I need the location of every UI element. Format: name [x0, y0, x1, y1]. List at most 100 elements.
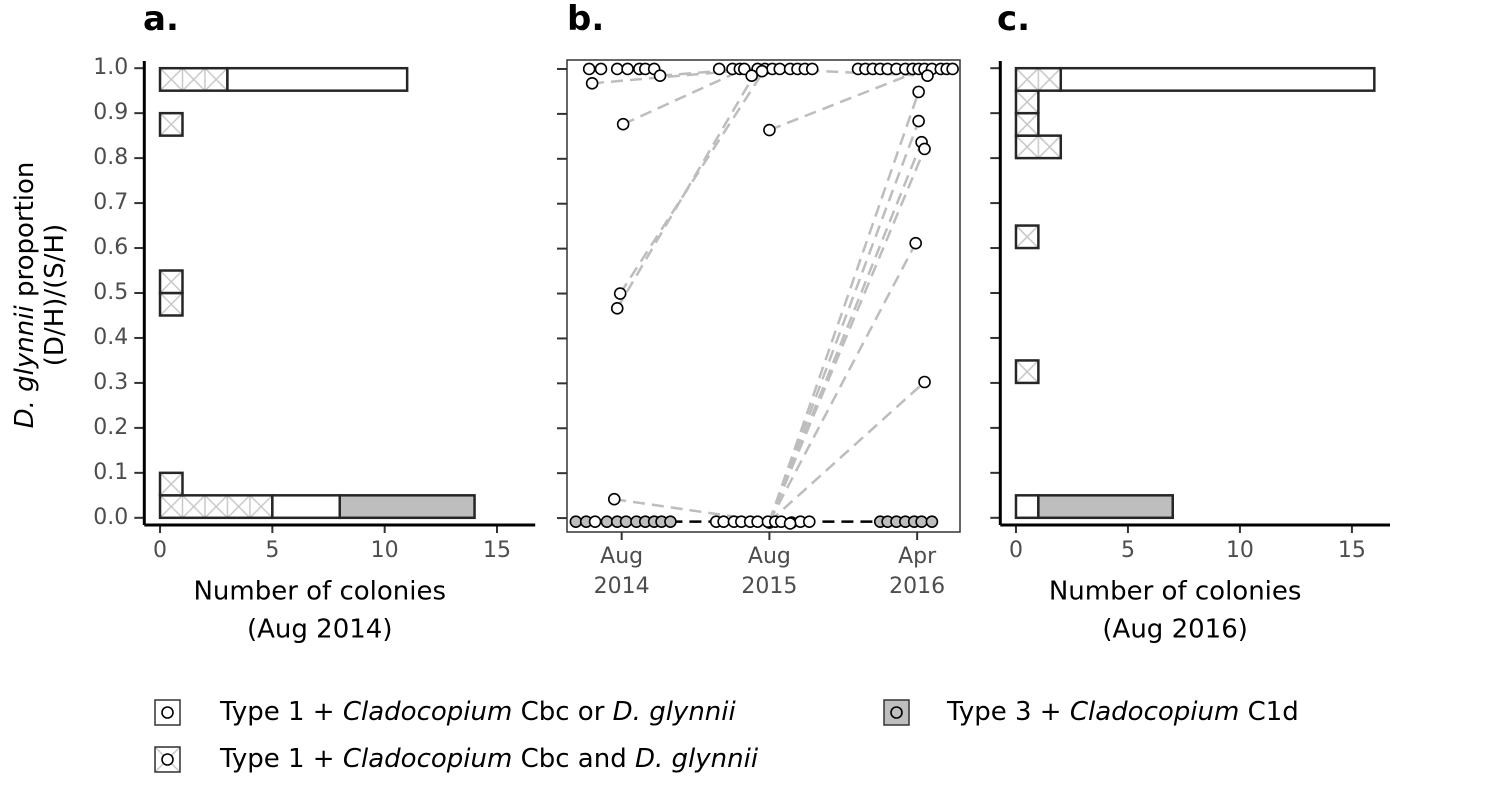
- text-run: D. glynnii: [613, 697, 737, 727]
- bar-segment: [1014, 134, 1063, 160]
- point: [621, 62, 634, 76]
- trajectory-line: [768, 381, 926, 523]
- text-run: D. glynnii: [10, 305, 40, 429]
- bar-segment: [1014, 111, 1040, 137]
- trajectory-line: [768, 242, 917, 523]
- trajectory-line: [768, 67, 925, 132]
- point: [755, 64, 769, 78]
- point: [585, 77, 599, 90]
- text-run: proportion: [10, 162, 40, 306]
- point: [712, 62, 726, 76]
- legend-marker: [161, 706, 174, 719]
- bar-segment: [158, 291, 184, 317]
- y-tick-label: 0.3: [93, 370, 128, 395]
- y-tick-label: 0.5: [93, 280, 128, 305]
- point: [664, 515, 677, 528]
- point: [921, 69, 934, 83]
- point: [745, 69, 758, 83]
- y-tick-label: 1.0: [93, 55, 128, 80]
- y-tick-label: 0.1: [93, 460, 128, 485]
- y-tick-label: 0.7: [93, 190, 128, 215]
- x-tick-label: 2014: [594, 574, 650, 599]
- point: [805, 62, 819, 76]
- bar-segment: [158, 66, 229, 92]
- point: [613, 287, 627, 300]
- text-run: Type 3 +: [946, 697, 1070, 727]
- panel: a. D. glynnii proportion (D/H)/(S/H) 0.0 0.1…: [10, 0, 536, 645]
- bar-segment: [1014, 66, 1063, 92]
- x-tick-label: 2015: [741, 574, 797, 599]
- bar-segment: [1014, 494, 1040, 520]
- text-run: Cladocopium: [343, 744, 512, 774]
- trajectory-line: [768, 148, 926, 523]
- text-run: C1d: [1239, 697, 1298, 727]
- legend-marker: [890, 706, 903, 719]
- y-tick-label: 0.9: [93, 100, 128, 125]
- bar-segment: [1014, 224, 1040, 250]
- text-run: Cladocopium: [1070, 697, 1239, 727]
- x-tick-label: 0: [153, 538, 167, 563]
- y-tick-label: 0.8: [93, 145, 128, 170]
- y-tick-label: 0.6: [93, 235, 128, 260]
- point: [912, 85, 925, 99]
- point: [616, 117, 630, 131]
- text-run: (D/H)/(S/H): [40, 224, 70, 366]
- bar-segment: [1037, 494, 1175, 520]
- point: [912, 114, 925, 128]
- legend-label: Type 3 + Cladocopium C1d: [946, 697, 1299, 727]
- point: [918, 142, 931, 156]
- y-axis-title: (D/H)/(S/H): [40, 224, 70, 366]
- point: [783, 517, 797, 530]
- panel-label: b.: [567, 0, 604, 39]
- trajectory-line: [614, 497, 770, 523]
- point: [915, 515, 928, 528]
- legend-marker: [161, 753, 174, 766]
- y-tick-label: 0.2: [93, 415, 128, 440]
- point: [594, 62, 608, 76]
- bar-segment: [158, 111, 184, 137]
- trajectory-line: [659, 67, 745, 77]
- point: [610, 302, 624, 315]
- x-tick-label: 2016: [889, 574, 945, 599]
- text-run: Type 1 +: [219, 744, 343, 774]
- trajectory-line: [768, 120, 920, 523]
- point: [588, 515, 602, 528]
- text-run: Cbc and: [512, 744, 635, 774]
- point: [569, 515, 583, 528]
- point: [763, 123, 776, 137]
- point: [925, 515, 939, 528]
- point: [610, 62, 624, 76]
- point: [582, 62, 596, 76]
- text-run: Cbc or: [512, 697, 612, 727]
- point: [600, 515, 614, 528]
- y-tick-label: 0.4: [93, 325, 128, 350]
- plot-frame: [566, 59, 961, 533]
- text-run: Cladocopium: [343, 697, 512, 727]
- point: [607, 492, 621, 506]
- bar-segment: [338, 494, 476, 520]
- x-tick-label: Apr: [898, 544, 937, 569]
- legend-label: Type 1 + Cladocopium Cbc or D. glynnii: [219, 697, 737, 727]
- trajectory-line: [768, 91, 920, 523]
- bar-segment: [226, 66, 409, 92]
- x-tick-label: Aug: [600, 544, 643, 569]
- point: [946, 62, 959, 76]
- bar-segment: [1059, 66, 1376, 92]
- x-axis-title: Number of colonies: [193, 577, 446, 607]
- x-tick-label: 5: [265, 538, 279, 563]
- x-tick-label: 5: [1121, 538, 1135, 563]
- x-tick-label: 15: [1338, 538, 1366, 563]
- trajectory-line: [619, 68, 767, 295]
- point: [909, 236, 922, 250]
- x-tick-label: 15: [483, 538, 511, 563]
- x-axis-title: (Aug 2014): [247, 615, 393, 645]
- bar-segment: [158, 269, 184, 295]
- bar-segment: [271, 494, 342, 520]
- x-tick-label: 10: [1226, 538, 1254, 563]
- point: [653, 69, 667, 83]
- panel: b. Aug 2014 Aug 2015 Apr 2016: [557, 0, 961, 599]
- point: [751, 515, 764, 528]
- x-axis-title: Number of colonies: [1049, 577, 1302, 607]
